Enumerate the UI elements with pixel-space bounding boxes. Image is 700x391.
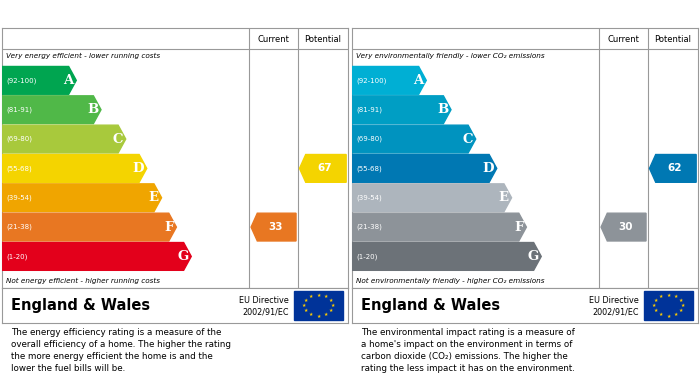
Text: 30: 30 <box>618 222 633 232</box>
Text: 33: 33 <box>268 222 283 232</box>
Text: D: D <box>482 162 494 175</box>
Text: England & Wales: England & Wales <box>360 298 500 313</box>
Text: Potential: Potential <box>304 35 342 44</box>
Text: (1-20): (1-20) <box>6 253 27 260</box>
Text: G: G <box>177 250 188 263</box>
Text: England & Wales: England & Wales <box>10 298 150 313</box>
Text: ★: ★ <box>652 303 656 308</box>
Text: ★: ★ <box>302 303 306 308</box>
Text: ★: ★ <box>331 303 335 308</box>
Text: Potential: Potential <box>654 35 692 44</box>
Text: ★: ★ <box>329 298 333 303</box>
Text: 2002/91/EC: 2002/91/EC <box>593 307 639 316</box>
Text: ★: ★ <box>666 314 671 319</box>
FancyArrow shape <box>352 125 476 153</box>
Text: EU Directive: EU Directive <box>239 296 289 305</box>
Text: (92-100): (92-100) <box>6 77 36 84</box>
Text: ★: ★ <box>659 294 664 299</box>
Text: (92-100): (92-100) <box>356 77 386 84</box>
Text: ★: ★ <box>666 292 671 298</box>
Text: ★: ★ <box>654 308 658 313</box>
Text: B: B <box>87 103 98 116</box>
Text: Very environmentally friendly - lower CO₂ emissions: Very environmentally friendly - lower CO… <box>356 53 544 59</box>
Text: (81-91): (81-91) <box>6 106 32 113</box>
Text: (55-68): (55-68) <box>356 165 382 172</box>
FancyArrow shape <box>251 213 296 241</box>
Text: (39-54): (39-54) <box>6 194 32 201</box>
Text: The energy efficiency rating is a measure of the
overall efficiency of a home. T: The energy efficiency rating is a measur… <box>10 328 231 373</box>
Text: ★: ★ <box>309 312 314 317</box>
Text: E: E <box>499 191 509 204</box>
Text: 2002/91/EC: 2002/91/EC <box>243 307 289 316</box>
Text: ★: ★ <box>679 298 683 303</box>
Text: ★: ★ <box>654 298 658 303</box>
Text: (1-20): (1-20) <box>356 253 377 260</box>
Text: ★: ★ <box>323 312 328 317</box>
Text: (69-80): (69-80) <box>6 136 32 142</box>
Text: (39-54): (39-54) <box>356 194 382 201</box>
Text: E: E <box>149 191 159 204</box>
FancyArrow shape <box>352 154 497 182</box>
FancyArrow shape <box>2 66 76 94</box>
Text: (55-68): (55-68) <box>6 165 32 172</box>
Text: Not energy efficient - higher running costs: Not energy efficient - higher running co… <box>6 278 160 284</box>
Text: EU Directive: EU Directive <box>589 296 639 305</box>
Text: ★: ★ <box>659 312 664 317</box>
FancyArrow shape <box>352 213 526 241</box>
FancyArrow shape <box>352 66 426 94</box>
FancyArrow shape <box>2 96 101 124</box>
Text: ★: ★ <box>304 298 308 303</box>
Text: Current: Current <box>258 35 290 44</box>
FancyArrow shape <box>2 242 191 270</box>
Text: Energy Efficiency Rating: Energy Efficiency Rating <box>9 7 171 20</box>
FancyArrow shape <box>2 213 176 241</box>
Text: Very energy efficient - lower running costs: Very energy efficient - lower running co… <box>6 53 160 59</box>
Bar <box>644 291 693 320</box>
Text: 67: 67 <box>317 163 332 173</box>
FancyArrow shape <box>300 154 346 182</box>
FancyArrow shape <box>650 154 696 182</box>
Text: Current: Current <box>608 35 640 44</box>
Text: Not environmentally friendly - higher CO₂ emissions: Not environmentally friendly - higher CO… <box>356 278 544 284</box>
Text: (21-38): (21-38) <box>356 224 382 230</box>
Text: C: C <box>463 133 473 145</box>
Text: C: C <box>113 133 123 145</box>
Text: D: D <box>132 162 144 175</box>
Text: ★: ★ <box>304 308 308 313</box>
FancyArrow shape <box>352 184 512 212</box>
Text: G: G <box>527 250 538 263</box>
Text: F: F <box>164 221 174 233</box>
FancyArrow shape <box>2 154 147 182</box>
Text: (81-91): (81-91) <box>356 106 382 113</box>
Text: ★: ★ <box>323 294 328 299</box>
Text: 62: 62 <box>667 163 682 173</box>
Text: A: A <box>413 74 424 87</box>
Text: (69-80): (69-80) <box>356 136 382 142</box>
FancyArrow shape <box>2 125 126 153</box>
Text: ★: ★ <box>329 308 333 313</box>
Text: F: F <box>514 221 524 233</box>
Bar <box>294 291 343 320</box>
Text: ★: ★ <box>316 314 321 319</box>
Text: ★: ★ <box>316 292 321 298</box>
Text: ★: ★ <box>309 294 314 299</box>
FancyArrow shape <box>601 213 646 241</box>
Text: ★: ★ <box>681 303 685 308</box>
Text: B: B <box>437 103 448 116</box>
Text: The environmental impact rating is a measure of
a home's impact on the environme: The environmental impact rating is a mea… <box>360 328 575 373</box>
FancyArrow shape <box>352 242 541 270</box>
FancyArrow shape <box>2 184 162 212</box>
Text: ★: ★ <box>673 312 678 317</box>
Text: (21-38): (21-38) <box>6 224 32 230</box>
Text: ★: ★ <box>673 294 678 299</box>
Text: Environmental Impact (CO₂) Rating: Environmental Impact (CO₂) Rating <box>359 7 592 20</box>
Text: A: A <box>63 74 74 87</box>
Text: ★: ★ <box>679 308 683 313</box>
FancyArrow shape <box>352 96 451 124</box>
